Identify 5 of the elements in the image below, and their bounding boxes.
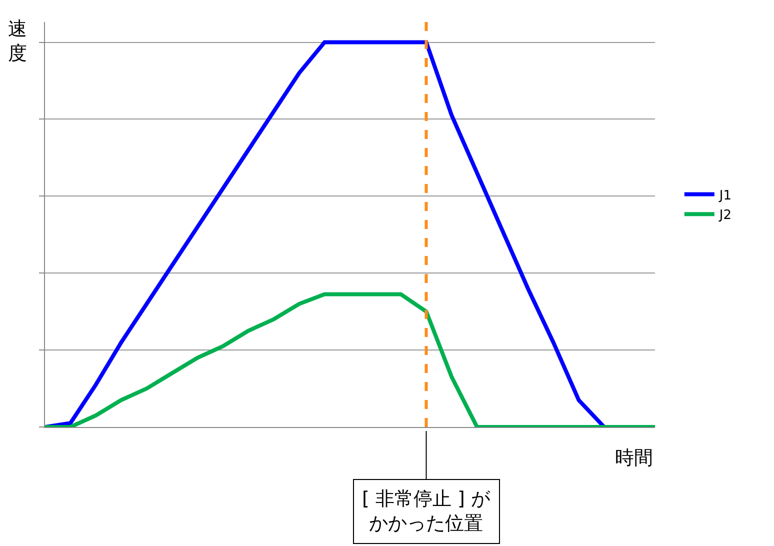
x-axis-title: 時間: [615, 447, 653, 469]
legend-label: J1: [718, 188, 732, 204]
legend-label: J2: [718, 208, 732, 224]
y-axis-title: 速度: [8, 18, 27, 65]
text: [ 非常停止 ] がかかった位置: [362, 488, 491, 535]
